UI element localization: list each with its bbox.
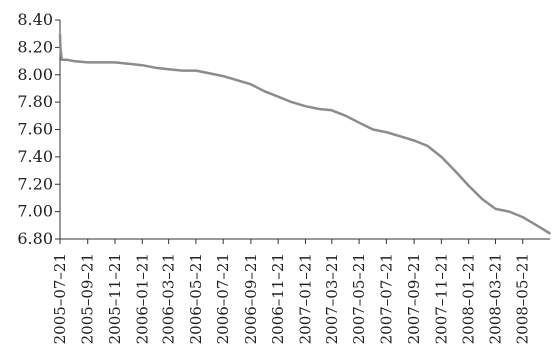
data-point [453, 169, 456, 172]
data-point [535, 224, 538, 227]
y-axis: 8.40 8.20 8.00 7.80 7.60 7.40 7.20 7.00 6.80 [17, 10, 61, 248]
x-tick-label: 2006–11–21 [269, 253, 287, 344]
data-point [86, 61, 89, 64]
data-point [290, 101, 293, 103]
x-tick-label: 2005–09–21 [79, 253, 97, 344]
data-point [59, 32, 61, 35]
data-point [100, 61, 102, 64]
y-tick-label: 8.20 [17, 37, 53, 56]
data-point [114, 61, 116, 64]
data-point [318, 108, 321, 110]
x-tick-label: 2007–07–21 [377, 253, 395, 344]
data-point [358, 121, 360, 124]
data-point [385, 131, 388, 134]
data-point [60, 58, 63, 61]
series-line [58, 33, 551, 235]
x-tick-label: 2007–01–21 [296, 253, 314, 344]
data-point [399, 135, 402, 138]
data-point [195, 69, 197, 72]
data-point [277, 95, 279, 98]
y-tick-label: 8.40 [17, 10, 53, 29]
data-point [508, 210, 511, 213]
y-tick-label: 6.80 [17, 229, 53, 248]
data-point [141, 64, 144, 66]
data-point [250, 83, 252, 86]
data-point [167, 68, 170, 71]
data-point [372, 128, 374, 131]
x-tick-label: 2005–07–21 [51, 253, 69, 344]
data-point [331, 109, 333, 112]
series-group [58, 32, 551, 235]
data-point [481, 198, 484, 201]
data-point [127, 63, 130, 65]
data-point [263, 90, 266, 92]
data-point [222, 75, 224, 77]
data-point [494, 208, 497, 210]
x-tick-label: 2006–09–21 [242, 253, 260, 344]
y-tick-label: 7.40 [17, 147, 53, 166]
x-tick-label: 2007–11–21 [432, 253, 450, 344]
x-tick-label: 2006–03–21 [160, 253, 178, 344]
x-tick-label: 2008–05–21 [514, 253, 532, 344]
x-tick-label: 2006–05–21 [187, 253, 205, 344]
y-tick-label: 7.60 [17, 120, 53, 139]
data-point [467, 184, 470, 187]
x-tick-label: 2008–01–21 [460, 253, 478, 344]
data-point [549, 232, 551, 235]
data-point [304, 105, 307, 108]
data-point [413, 139, 415, 142]
data-point [440, 156, 443, 158]
data-point [521, 216, 524, 218]
x-tick-label: 2006–07–21 [214, 253, 232, 344]
x-tick-label: 2005–11–21 [106, 253, 124, 344]
x-tick-label: 2008–03–21 [486, 253, 504, 344]
x-tick-label: 2006–01–21 [133, 253, 151, 344]
y-tick-label: 7.80 [17, 92, 53, 111]
data-point [73, 60, 75, 62]
x-tick-label: 2007–05–21 [350, 253, 368, 344]
x-tick-label: 2007–09–21 [405, 253, 423, 344]
y-tick-label: 7.00 [17, 202, 53, 221]
data-point [181, 69, 184, 72]
x-axis: 2005–07–21 2005–09–21 2005–11–21 2006–01–21… [51, 238, 550, 344]
data-point [236, 79, 238, 82]
data-point [155, 67, 157, 69]
data-point [208, 72, 211, 75]
data-point [65, 58, 68, 61]
y-tick-label: 7.20 [17, 174, 53, 193]
data-point [59, 46, 62, 49]
data-point [426, 145, 429, 147]
data-point [344, 115, 347, 117]
x-tick-label: 2007–03–21 [323, 253, 341, 344]
y-tick-label: 8.00 [17, 65, 53, 84]
